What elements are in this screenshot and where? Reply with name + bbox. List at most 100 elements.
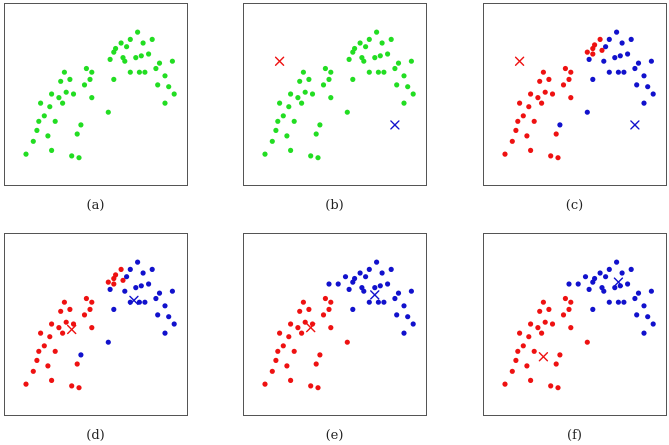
red-data-point [89, 325, 95, 331]
blue-data-point [628, 266, 634, 272]
green-data-point [58, 78, 64, 84]
green-data-point [381, 69, 387, 75]
red-data-point [568, 299, 574, 305]
green-data-point [156, 60, 163, 66]
green-data-point [89, 95, 95, 101]
green-data-point [284, 133, 290, 139]
red-data-point [277, 330, 283, 336]
blue-data-point [632, 65, 638, 72]
red-data-point [273, 357, 279, 363]
red-data-point [531, 348, 537, 354]
red-data-point [83, 295, 89, 302]
green-data-point [317, 122, 323, 128]
green-data-point [113, 45, 119, 52]
red-data-point [548, 153, 554, 159]
panel-c: (c) [483, 3, 667, 213]
red-data-point [535, 95, 541, 101]
blue-data-point [401, 303, 407, 309]
green-data-point [346, 56, 352, 63]
plot-frame [243, 3, 427, 186]
green-data-point [74, 131, 80, 137]
green-data-point [394, 82, 400, 88]
green-data-point [63, 89, 69, 95]
blue-data-point [135, 259, 141, 265]
red-data-point [524, 363, 530, 369]
green-data-point [262, 151, 268, 157]
blue-data-point [617, 53, 623, 59]
green-data-point [56, 95, 62, 101]
red-data-point [599, 47, 605, 53]
blue-data-point [410, 321, 416, 327]
blue-data-point [361, 288, 367, 294]
blue-data-point [592, 275, 598, 282]
red-data-point [584, 49, 590, 55]
blue-data-point [641, 303, 647, 309]
blue-data-point [603, 274, 609, 280]
green-data-point [385, 51, 391, 57]
red-data-point [284, 363, 290, 369]
green-data-point [299, 100, 305, 106]
red-centroid-marker [274, 56, 285, 66]
red-data-point [515, 118, 521, 124]
green-data-point [405, 84, 411, 90]
blue-data-point [590, 306, 596, 312]
red-data-point [517, 330, 523, 336]
green-data-point [361, 58, 367, 64]
red-centroid-marker [67, 324, 77, 335]
plot-frame [243, 233, 427, 416]
red-data-point [328, 325, 334, 331]
green-data-point [374, 29, 380, 35]
red-data-point [540, 299, 547, 305]
blue-data-point [352, 275, 358, 282]
red-data-point [23, 381, 29, 387]
red-data-point [542, 319, 548, 325]
red-data-point [560, 82, 567, 88]
red-data-point [328, 299, 334, 305]
red-data-point [69, 383, 75, 389]
green-data-point [149, 36, 155, 43]
red-data-point [520, 113, 526, 119]
red-data-point [528, 321, 534, 327]
blue-data-point [619, 270, 625, 276]
green-data-point [166, 84, 172, 90]
green-data-point [41, 113, 47, 119]
red-data-point [520, 343, 526, 349]
red-data-point [515, 348, 521, 354]
blue-data-point [650, 321, 656, 327]
red-data-point [300, 299, 306, 305]
blue-data-point [127, 266, 133, 272]
green-data-point [388, 36, 394, 43]
red-data-point [548, 383, 554, 389]
red-data-point [306, 306, 312, 312]
green-data-point [315, 155, 321, 161]
green-data-point [280, 113, 286, 119]
red-centroid-marker [514, 56, 525, 66]
blue-data-point [363, 274, 369, 280]
blue-data-point [153, 295, 159, 302]
red-data-point [326, 306, 332, 312]
panel-d: (d) [4, 233, 188, 443]
green-data-point [275, 118, 281, 124]
red-data-point [89, 299, 95, 305]
blue-data-point [171, 321, 177, 327]
red-data-point [113, 272, 119, 278]
red-data-point [555, 155, 561, 161]
panel-b: (b) [243, 3, 427, 213]
panel-caption: (f) [567, 428, 582, 443]
green-data-point [140, 40, 146, 46]
green-data-point [322, 65, 328, 72]
blue-data-point [156, 290, 163, 296]
green-data-point [288, 91, 294, 97]
blue-data-point [597, 270, 603, 276]
green-data-point [30, 138, 36, 144]
blue-data-point [614, 29, 620, 35]
blue-data-point [335, 281, 341, 287]
blue-data-point [557, 122, 563, 128]
red-centroid-marker [306, 322, 316, 333]
green-data-point [372, 55, 378, 61]
red-data-point [288, 377, 294, 383]
blue-centroid-marker [370, 290, 380, 300]
blue-data-point [78, 352, 84, 358]
green-data-point [34, 127, 40, 133]
red-data-point [291, 348, 297, 354]
